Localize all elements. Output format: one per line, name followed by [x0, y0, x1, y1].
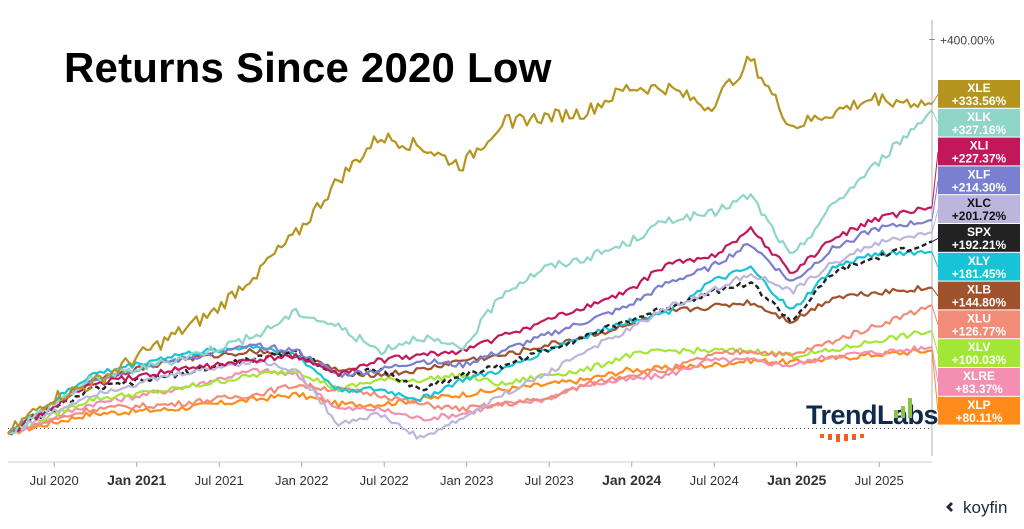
legend-value: +100.03%	[952, 353, 1007, 367]
legend-value: +126.77%	[952, 324, 1007, 338]
legend-swatch	[938, 281, 1020, 310]
legend-connector	[931, 331, 939, 354]
legend-connector	[931, 347, 939, 383]
koyfin-text: koyfin	[963, 498, 1008, 517]
legend-value: +327.16%	[952, 123, 1007, 137]
trendlabs-bars-icon	[820, 398, 912, 442]
legend-item-xly: XLY+181.45%	[938, 252, 1020, 281]
x-tick-label: Jan 2024	[602, 472, 661, 488]
x-tick-label: Jan 2023	[440, 473, 494, 488]
legend-swatch	[938, 137, 1020, 166]
series-line-xly	[8, 249, 932, 435]
legend-connector	[931, 251, 939, 268]
legend-value: +333.56%	[952, 94, 1007, 108]
legend-ticker: XLRE	[963, 369, 995, 383]
legend-value: +214.30%	[952, 180, 1007, 194]
legend-value: +227.37%	[952, 152, 1007, 166]
legend-item-xlk: XLK+327.16%	[938, 108, 1020, 137]
legend-ticker: XLC	[967, 196, 991, 210]
legend-swatch	[938, 339, 1020, 367]
legend-swatch	[938, 108, 1020, 137]
legend-ticker: XLF	[968, 167, 991, 181]
legend-connector	[931, 151, 939, 208]
legend-swatch	[938, 80, 1020, 108]
legend-swatch	[938, 396, 1020, 425]
legend-ticker: XLY	[968, 254, 990, 268]
legend-item-xle: XLE+333.56%	[938, 80, 1020, 108]
legend-item-xlb: XLB+144.80%	[938, 281, 1020, 310]
legend-swatch	[938, 252, 1020, 281]
koyfin-logo-icon	[946, 502, 953, 512]
series-line-xlu	[7, 304, 933, 435]
legend-ticker: XLP	[967, 398, 990, 412]
legend-connector	[931, 209, 939, 233]
x-tick-label: Jul 2024	[690, 473, 739, 488]
series-line-xlre	[7, 345, 933, 436]
legend-ticker: XLB	[967, 283, 991, 297]
trendlabs-logo: TrendLabs	[806, 398, 939, 444]
legend-swatch	[938, 224, 1020, 252]
legend-item-xlv: XLV+100.03%	[938, 339, 1020, 367]
legend-item-xli: XLI+227.37%	[938, 137, 1020, 166]
legend-ticker: XLI	[970, 139, 989, 153]
y-tick-label: +400.00%	[940, 33, 995, 47]
legend-item-spx: SPX+192.21%	[938, 224, 1020, 252]
koyfin-watermark: koyfin	[944, 498, 1007, 518]
legend-connector	[931, 94, 939, 105]
legend-ticker: XLE	[967, 81, 990, 95]
legend-value: +80.11%	[955, 411, 1002, 425]
x-tick-label: Jul 2023	[525, 473, 574, 488]
trendlabs-logo-text: TrendLabs	[806, 400, 939, 430]
legend-swatch	[938, 166, 1020, 195]
series-line-xlc	[7, 231, 933, 440]
legend-item-xlu: XLU+126.77%	[938, 310, 1020, 338]
legend-connector	[931, 180, 939, 221]
legend-item-xlc: XLC+201.72%	[938, 195, 1020, 223]
x-tick-label: Jan 2025	[767, 472, 826, 488]
legend-item-xlf: XLF+214.30%	[938, 166, 1020, 194]
series-line-xli	[7, 206, 933, 436]
chart-title: Returns Since 2020 Low	[64, 44, 552, 91]
x-tick-label: Jan 2022	[275, 473, 329, 488]
legend-ticker: XLV	[968, 340, 990, 354]
legend-connector	[931, 305, 939, 325]
legend-swatch	[938, 368, 1020, 396]
legend-connector	[931, 350, 939, 412]
legend-value: +201.72%	[952, 209, 1007, 223]
legend-connector	[931, 110, 939, 124]
legend-value: +192.21%	[952, 238, 1007, 252]
legend-ticker: XLU	[967, 311, 991, 325]
x-tick-label: Jul 2021	[195, 473, 244, 488]
legend-value: +181.45%	[952, 267, 1007, 281]
series-line-xle	[7, 55, 933, 435]
series-line-xlk	[7, 109, 933, 435]
x-tick-label: Jan 2021	[107, 472, 166, 488]
legend-ticker: XLK	[967, 110, 991, 124]
legend-ticker: SPX	[967, 225, 991, 239]
legend-value: +83.37%	[955, 382, 1003, 396]
legend-swatch	[938, 310, 1020, 339]
legend-connector	[931, 287, 939, 297]
x-tick-label: Jul 2022	[360, 473, 409, 488]
legend-connector	[931, 237, 939, 243]
legend-value: +144.80%	[952, 296, 1007, 310]
legend-item-xlre: XLRE+83.37%	[938, 368, 1020, 396]
legend-item-xlp: XLP+80.11%	[938, 396, 1020, 425]
x-tick-label: Jul 2025	[855, 473, 904, 488]
legend-swatch	[938, 195, 1020, 223]
x-tick-label: Jul 2020	[30, 473, 79, 488]
